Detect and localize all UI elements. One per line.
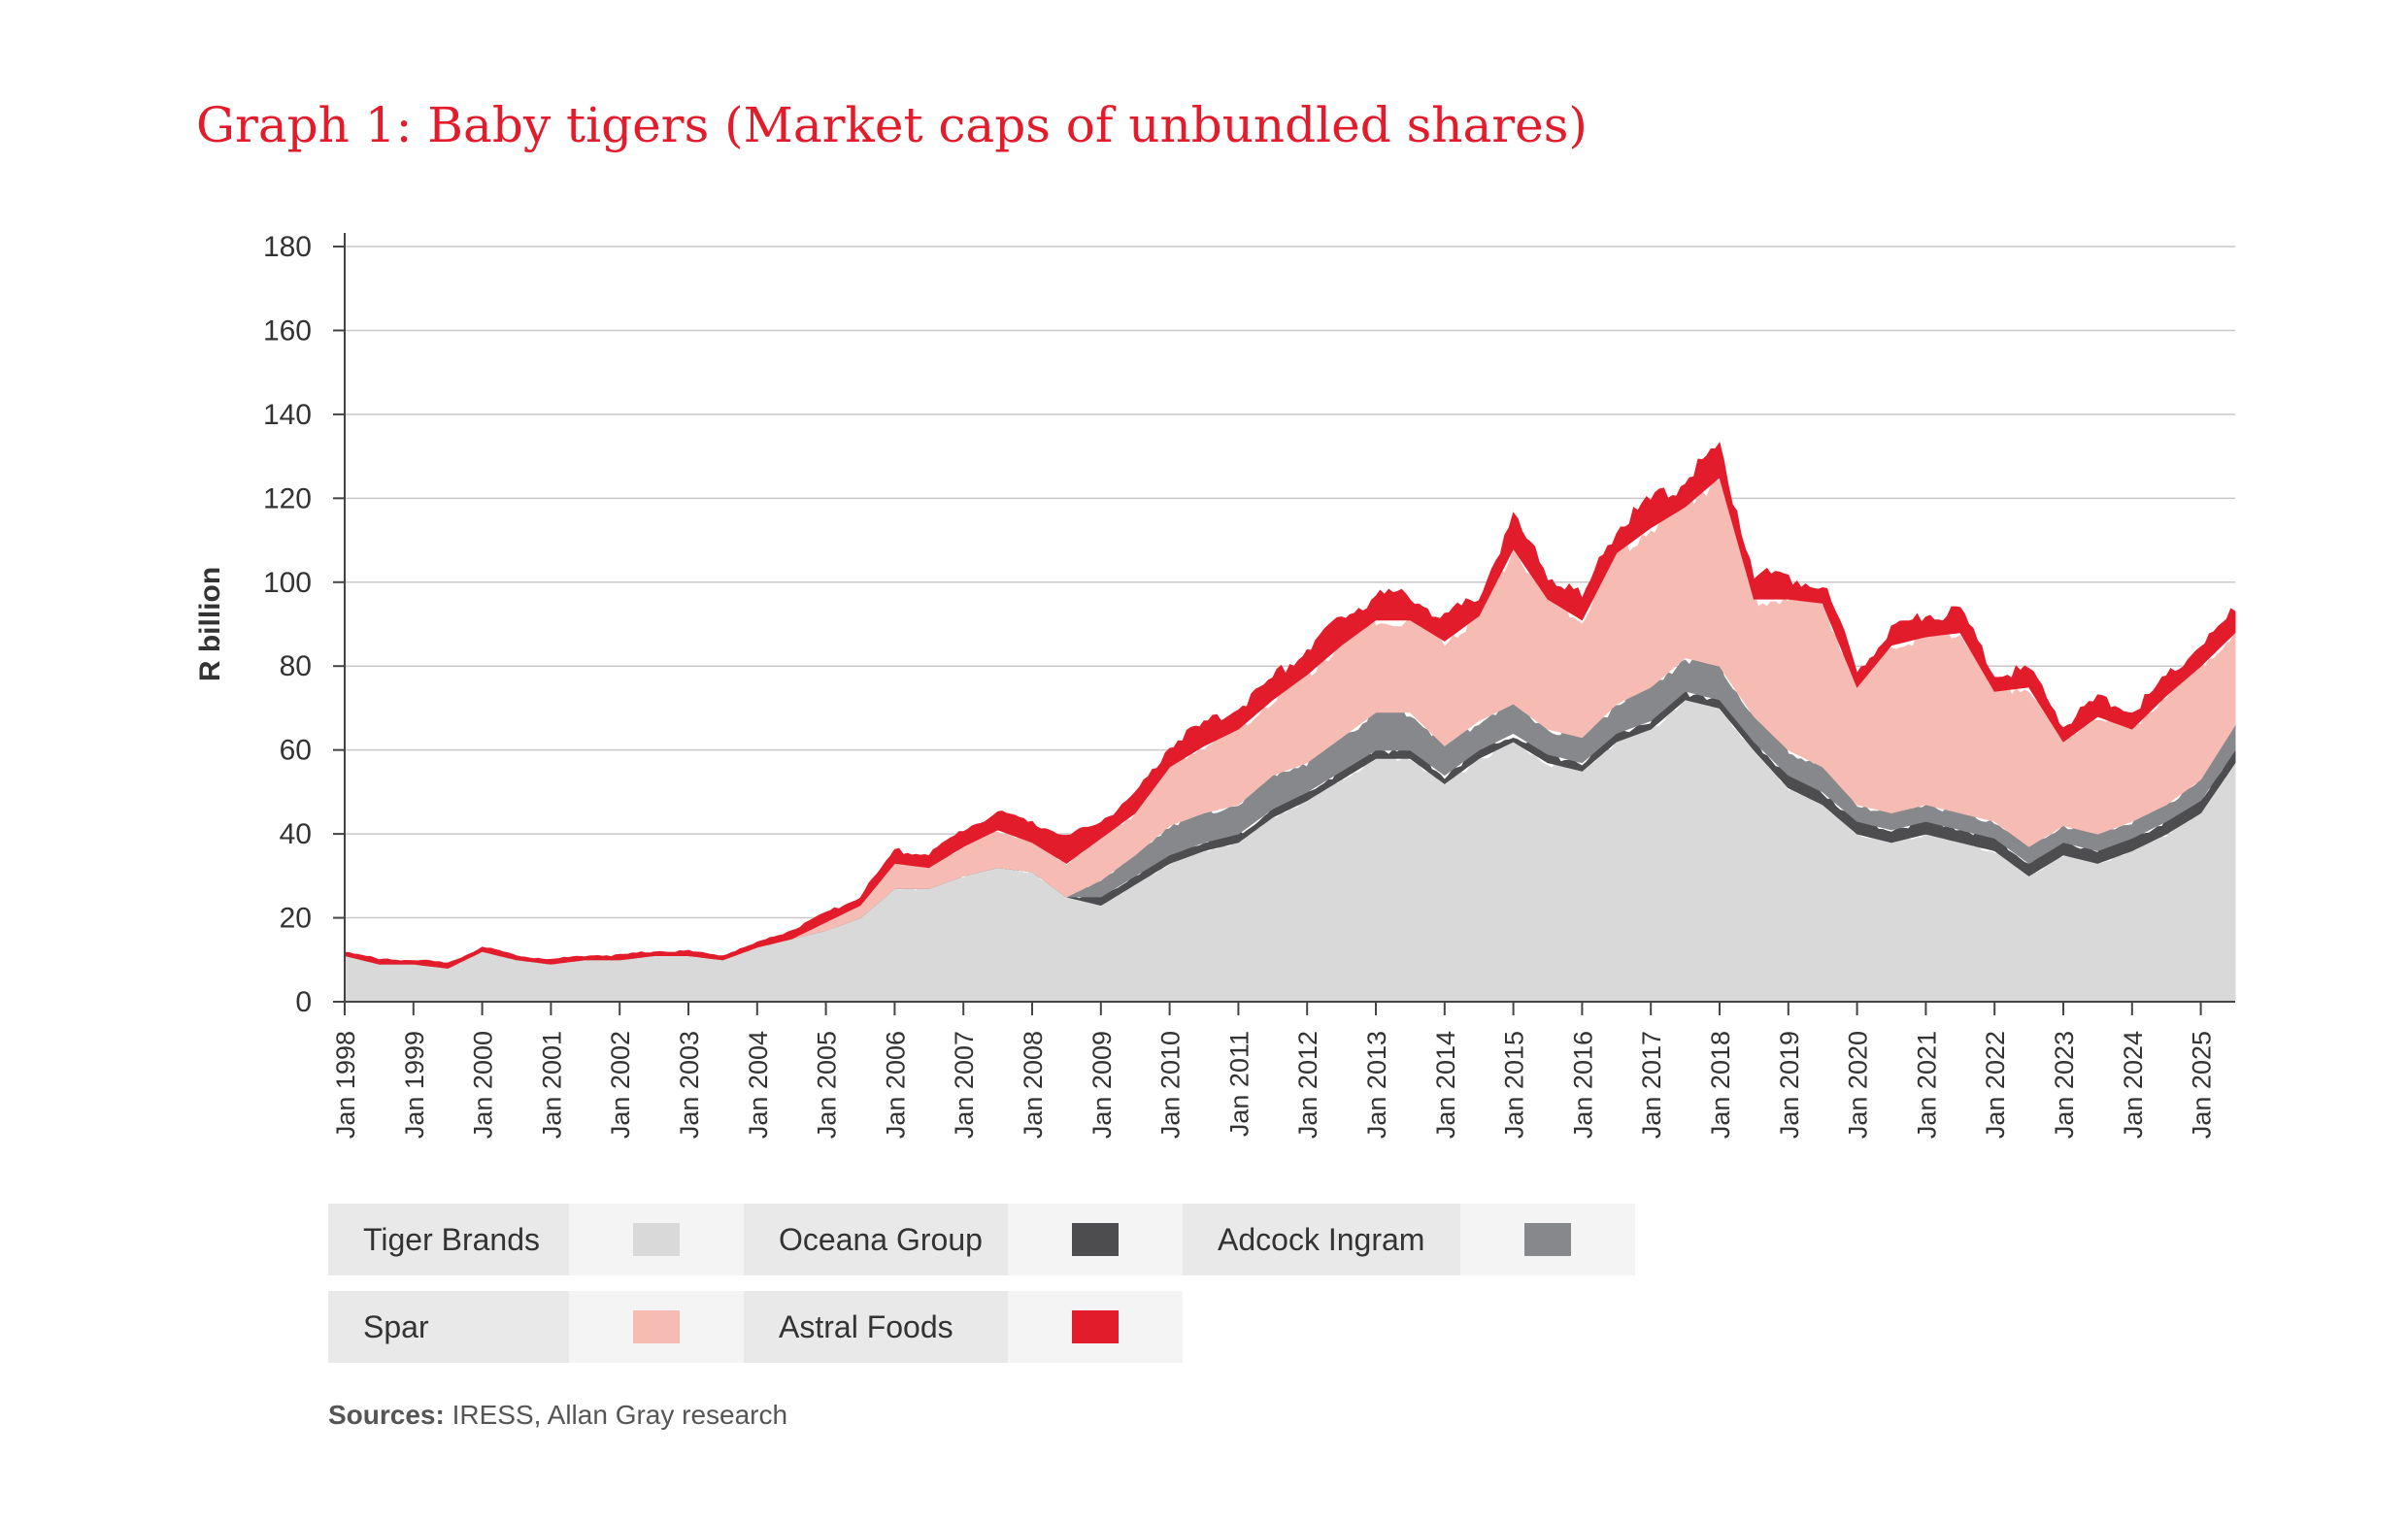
x-tick-label: Jan 2004 [744,1031,773,1139]
x-tick-label: Jan 2008 [1019,1031,1048,1139]
legend-swatch-astral-foods [1072,1310,1119,1343]
y-tick-label: 120 [263,482,312,514]
legend-swatch-cell [1008,1204,1183,1275]
x-tick-label: Jan 2007 [950,1031,979,1139]
x-tick-label: Jan 2010 [1156,1031,1186,1139]
x-tick-label: Jan 2015 [1500,1031,1529,1139]
axes [333,233,2235,1015]
legend-swatch-tiger-brands [633,1223,680,1256]
x-tick-label: Jan 2001 [537,1031,566,1139]
sources-text: IRESS, Allan Gray research [444,1400,788,1430]
y-tick-label: 20 [280,903,312,935]
legend-swatch-cell [1460,1204,1635,1275]
y-tick-label: 60 [280,735,312,767]
y-tick-label: 0 [295,986,312,1018]
legend-label-adcock-ingram: Adcock Ingram [1183,1204,1460,1275]
x-tick-label: Jan 2020 [1844,1031,1873,1139]
x-tick-label: Jan 2009 [1087,1031,1117,1139]
legend-swatch-adcock-ingram [1524,1223,1571,1256]
y-tick-label: 80 [280,650,312,682]
x-tick-label: Jan 2017 [1637,1031,1666,1139]
chart-title: Graph 1: Baby tigers (Market caps of unb… [196,97,1588,153]
area-astral-foods [344,442,2236,969]
x-tick-label: Jan 2006 [881,1031,910,1139]
x-tick-label: Jan 2021 [1912,1031,1941,1139]
x-tick-label: Jan 2016 [1568,1031,1597,1139]
x-tick-label: Jan 2013 [1362,1031,1391,1139]
legend-row: Tiger Brands Oceana Group Adcock Ingram [328,1204,1635,1275]
x-tick-label: Jan 2011 [1224,1031,1254,1137]
legend-label-astral-foods: Astral Foods [744,1291,1008,1363]
y-tick-label: 100 [263,567,312,599]
x-tick-label: Jan 2005 [813,1031,842,1139]
x-tick-labels: Jan 1998 Jan 1999 Jan 2000 Jan 2001 Jan 2002… [331,1031,2217,1139]
x-tick-label: Jan 2012 [1293,1031,1322,1139]
x-tick-label: Jan 2014 [1431,1031,1460,1139]
legend-swatch-cell [569,1204,744,1275]
legend-label-spar: Spar [328,1291,569,1363]
legend-swatch-cell [1008,1291,1183,1363]
y-tick-label: 140 [263,399,312,431]
legend-swatch-cell [569,1291,744,1363]
x-tick-label: Jan 2025 [2188,1031,2217,1139]
legend-swatch-spar [633,1310,680,1343]
sources-note: Sources: IRESS, Allan Gray research [328,1400,787,1431]
y-tick-label: 40 [280,818,312,850]
x-tick-label: Jan 2018 [1706,1031,1735,1139]
x-tick-label: Jan 1999 [400,1031,429,1139]
legend-row: Spar Astral Foods [328,1291,1635,1363]
y-tick-label: 180 [263,231,312,263]
legend-label-tiger-brands: Tiger Brands [328,1204,569,1275]
x-tick-label: Jan 2022 [1981,1031,2010,1139]
x-tick-label: Jan 1998 [331,1031,360,1139]
x-tick-label: Jan 2002 [606,1031,635,1139]
x-tick-label: Jan 2023 [2050,1031,2079,1139]
x-tick-label: Jan 2019 [1775,1031,1804,1139]
x-tick-label: Jan 2003 [675,1031,704,1139]
legend-swatch-oceana-group [1072,1223,1119,1256]
y-axis-title: R billion [194,567,226,681]
x-tick-label: Jan 2000 [469,1031,498,1139]
x-tick-label: Jan 2024 [2119,1031,2148,1139]
sources-label: Sources: [328,1400,445,1430]
legend-label-oceana-group: Oceana Group [744,1204,1008,1275]
y-tick-labels: 0 20 40 60 80 100 120 140 160 180 [263,231,312,1018]
y-tick-label: 160 [263,314,312,347]
legend: Tiger Brands Oceana Group Adcock Ingram … [328,1204,1635,1378]
